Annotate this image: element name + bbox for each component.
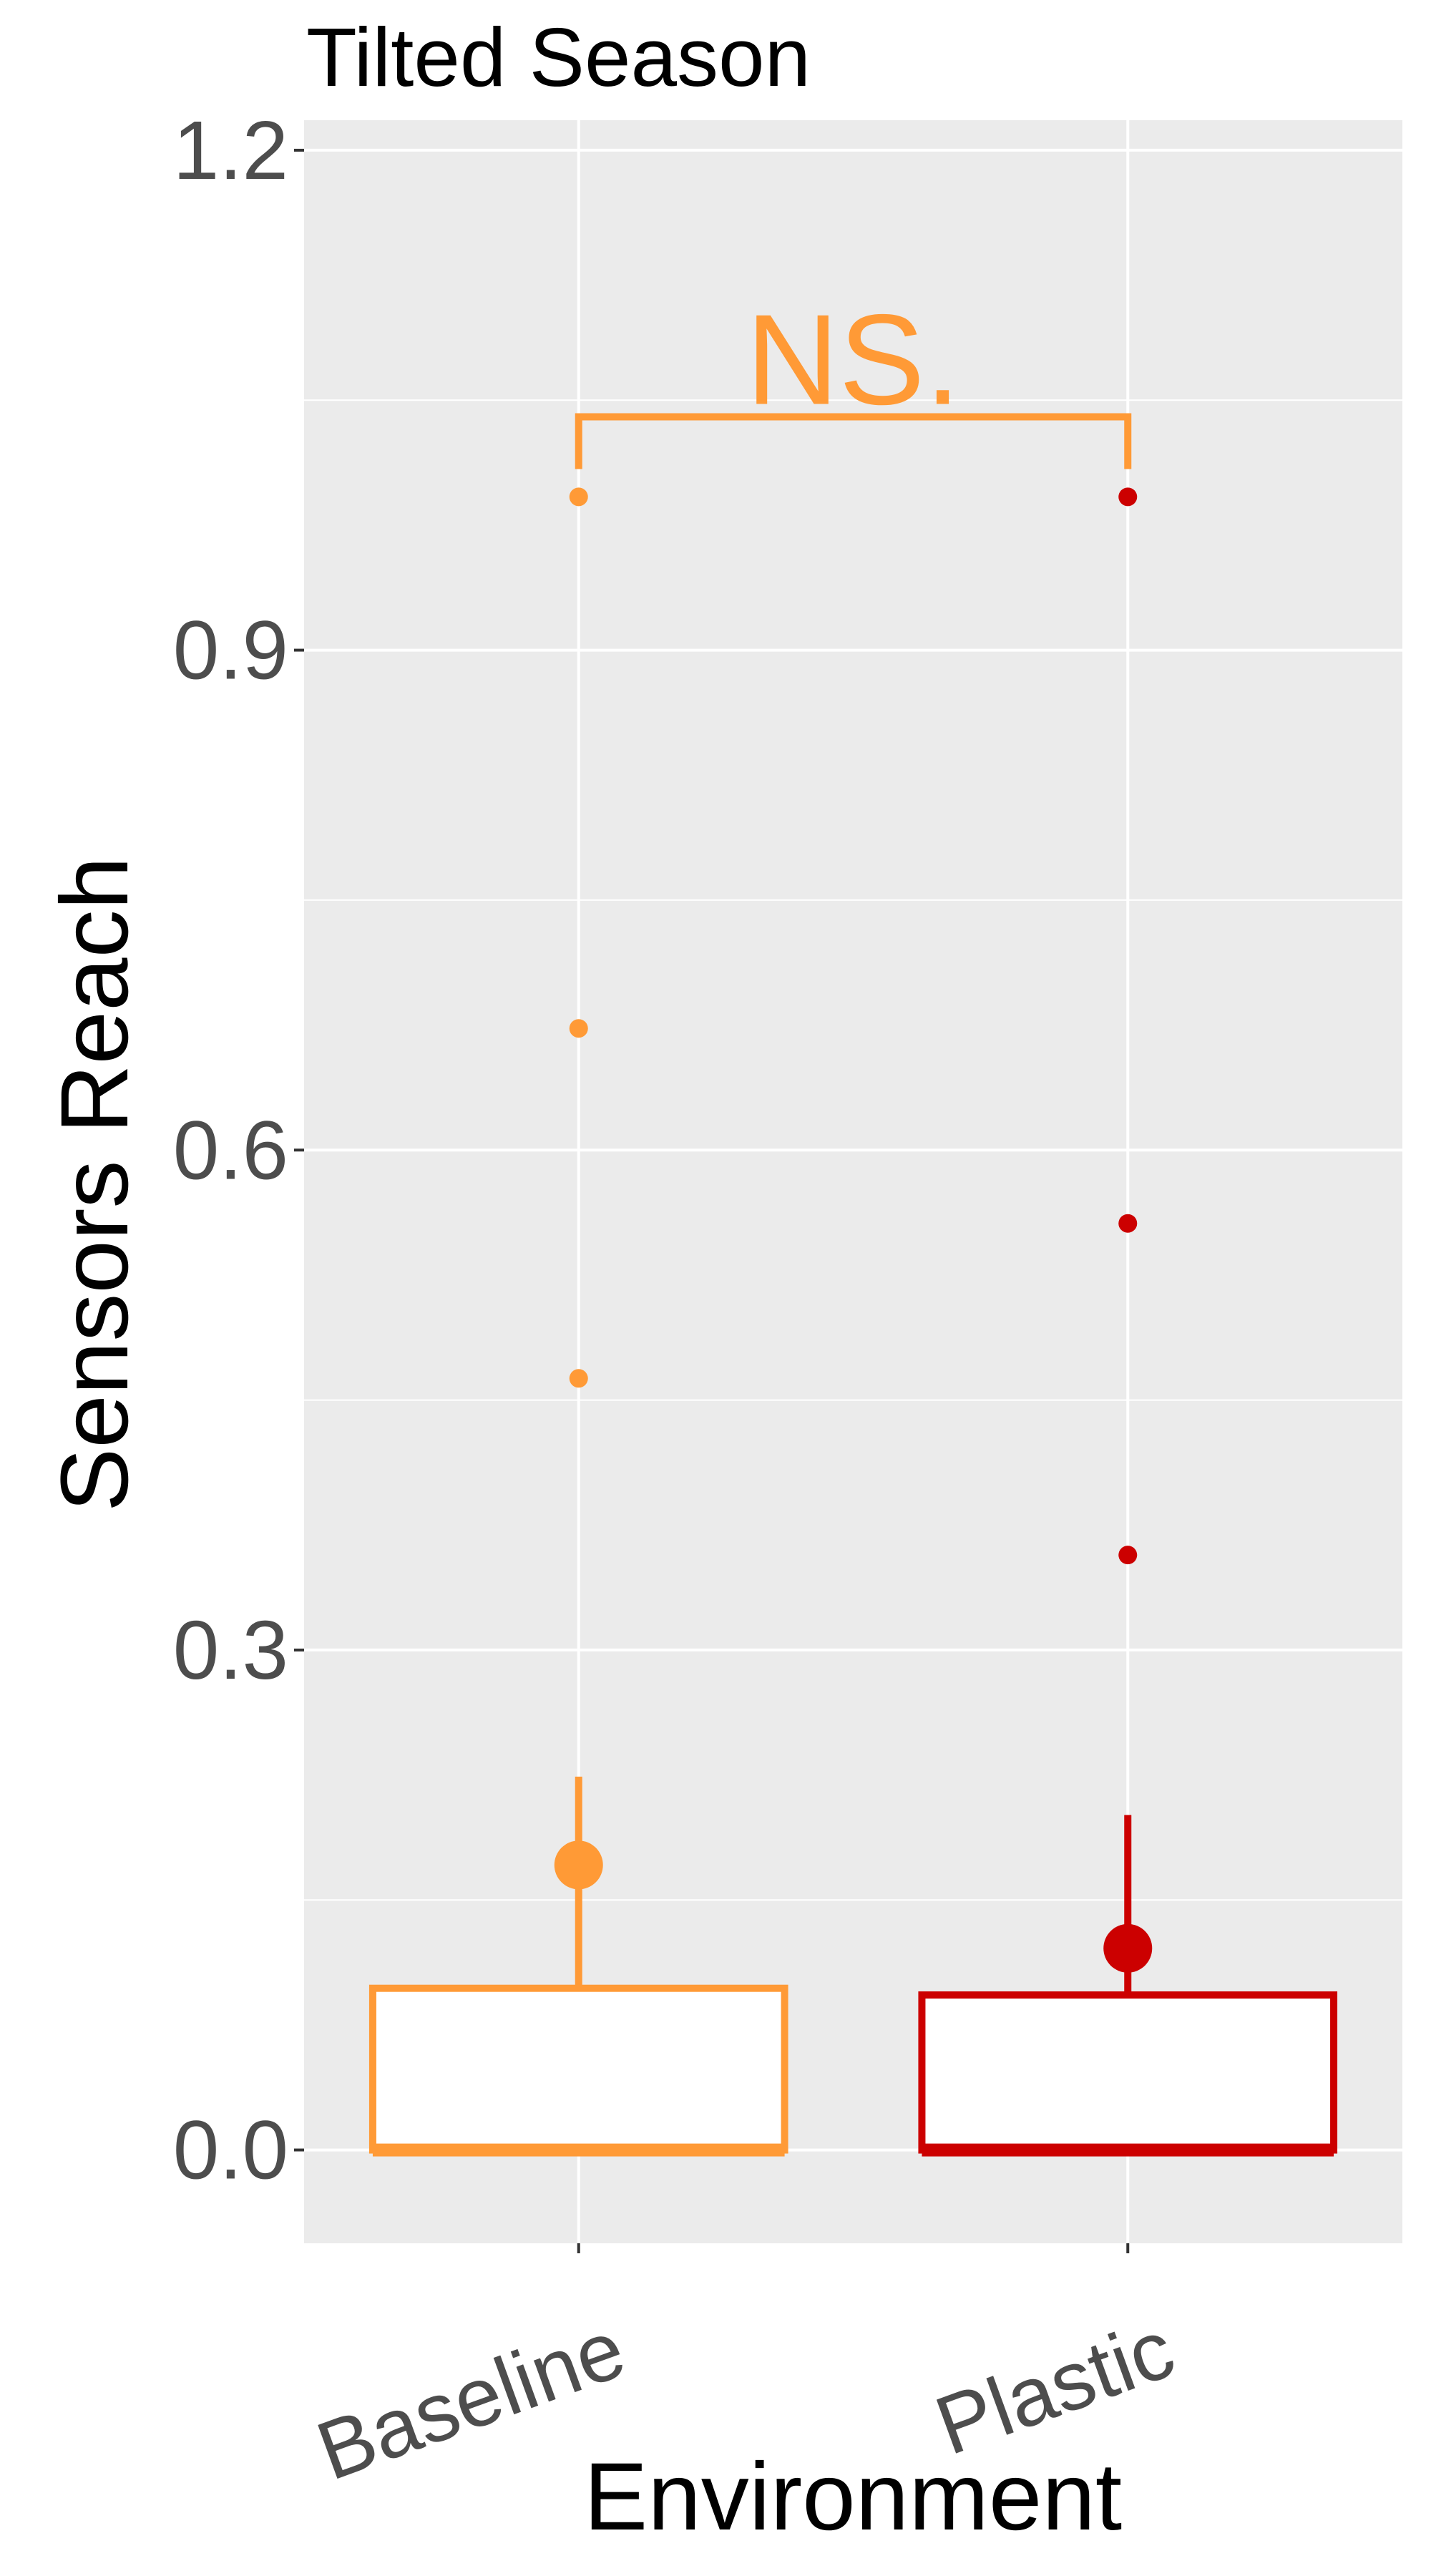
y-tick-label: 0.3 xyxy=(173,1604,288,1697)
annotations: NS. xyxy=(575,288,1132,469)
boxes xyxy=(368,487,1338,2157)
outlier-point xyxy=(569,1369,588,1388)
y-tick-label: 0.9 xyxy=(173,604,288,697)
box-body xyxy=(368,1984,788,2154)
mean-point xyxy=(1103,1923,1153,1973)
chart-title: Tilted Season xyxy=(306,11,811,104)
outlier-point xyxy=(569,487,588,507)
y-tick-label: 1.2 xyxy=(173,104,288,197)
box-body xyxy=(918,1991,1338,2154)
box-plastic xyxy=(918,487,1338,2157)
mean-point xyxy=(554,1840,603,1890)
outlier-point xyxy=(1118,1546,1138,1565)
y-tick-label: 0.6 xyxy=(173,1103,288,1196)
outlier-point xyxy=(1118,1214,1138,1233)
y-tick-label: 0.0 xyxy=(173,2104,288,2197)
box-baseline xyxy=(368,487,788,2157)
significance-bracket xyxy=(575,413,1132,469)
x-axis-title: Environment xyxy=(584,2444,1122,2550)
plot-background xyxy=(304,120,1402,2243)
y-axis: 0.0 0.3 0.6 0.9 1.2 xyxy=(173,104,304,2197)
significance-label: NS. xyxy=(746,288,960,432)
outlier-point xyxy=(1118,487,1138,507)
outlier-point xyxy=(569,1019,588,1038)
y-axis-title: Sensors Reach xyxy=(41,857,148,1512)
